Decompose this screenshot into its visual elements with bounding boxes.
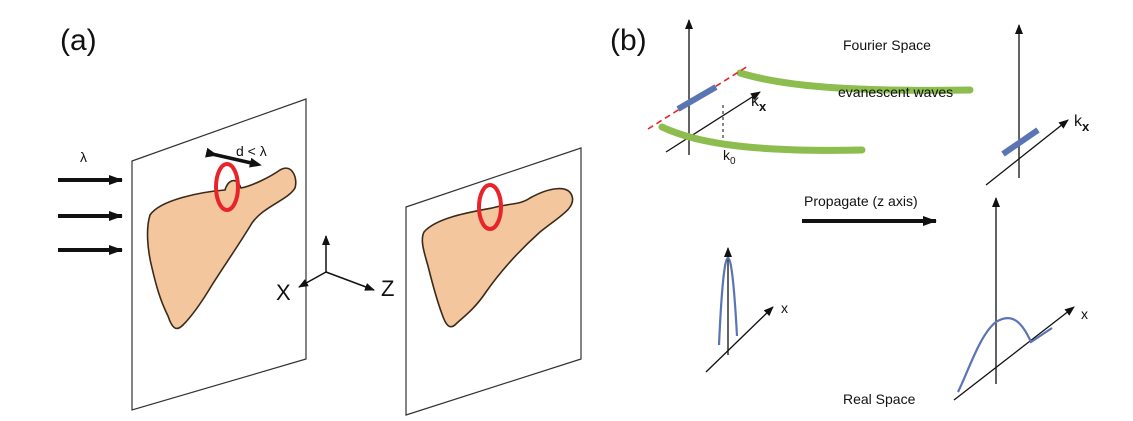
axis-z (325, 271, 375, 291)
panel-b-label: (b) (610, 24, 647, 57)
kx-label-right: kx (1074, 113, 1090, 134)
axis-z-label: Z (381, 276, 394, 301)
panel-a-label: (a) (60, 24, 97, 57)
evanescent-band-upper (736, 69, 974, 94)
real-right-profile (957, 317, 1053, 393)
aperture-size-arrow (205, 147, 262, 168)
image-ring (477, 183, 503, 231)
wavelength-label: λ (80, 149, 87, 165)
evanescent-label: evanescent waves (838, 84, 953, 100)
x-label-left: x (781, 300, 788, 316)
object-shape (146, 167, 297, 330)
real-space-label: Real Space (843, 391, 916, 407)
aperture-size-label: d < λ (236, 143, 267, 159)
evanescent-band-lower (658, 123, 866, 154)
real-left-x-axis (705, 306, 774, 373)
axis-x-label: X (276, 280, 291, 305)
fourier-space-label: Fourier Space (843, 37, 931, 53)
propagate-label: Propagate (z axis) (804, 193, 918, 209)
axis-x (298, 271, 327, 288)
fourier-right-kx-axis (985, 119, 1069, 186)
x-label-right: x (1081, 306, 1088, 322)
kx-label-left: kx (751, 93, 767, 114)
real-right-x-axis (953, 306, 1075, 401)
fourier-left-spectrum (676, 84, 718, 112)
image-shape (421, 187, 574, 328)
fourier-right-spectrum (1001, 127, 1040, 157)
k0-label: k0 (723, 147, 736, 167)
real-left-profile (717, 256, 739, 346)
fourier-left-kx-axis (665, 91, 761, 153)
